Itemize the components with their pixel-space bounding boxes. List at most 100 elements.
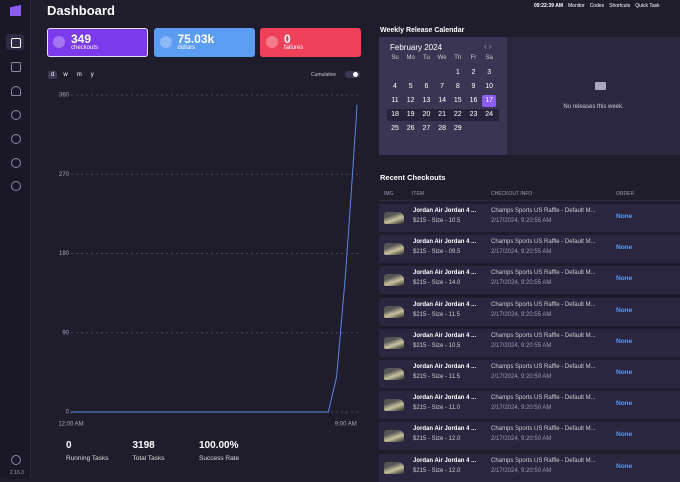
checkout-site: Champs Sports US Raffle - Default M... bbox=[491, 208, 596, 214]
page-title: Dashboard bbox=[47, 3, 115, 18]
calendar-day[interactable]: 1 bbox=[455, 69, 460, 76]
calendar-day[interactable]: 11 bbox=[391, 97, 399, 104]
nav-tasks[interactable] bbox=[11, 62, 21, 72]
calendar-day[interactable]: 5 bbox=[408, 83, 413, 90]
logo bbox=[10, 5, 21, 16]
help[interactable] bbox=[11, 455, 21, 465]
calendar: February 2024 ‹ › Su Mo Tu We Th Fr Sa 1 2 3 4 5 6 7 8… bbox=[379, 37, 507, 155]
calendar-day[interactable]: 15 bbox=[453, 97, 462, 104]
checkout-row[interactable] bbox=[379, 391, 680, 420]
top-link[interactable]: Quick Task bbox=[635, 3, 660, 9]
top-link[interactable]: Shortcuts bbox=[609, 3, 631, 9]
calendar-day[interactable]: 26 bbox=[406, 125, 415, 132]
summary-value: 3198 bbox=[132, 440, 155, 451]
stat-label: dollars bbox=[177, 45, 196, 51]
item-name: Jordan Air Jordan 4 ... bbox=[413, 239, 477, 246]
calendar-day[interactable]: 29 bbox=[453, 125, 462, 132]
nav-alerts[interactable] bbox=[11, 86, 21, 96]
top-link[interactable]: Codes bbox=[589, 3, 605, 9]
stat-card: 349 checkouts bbox=[47, 28, 148, 57]
nav-proxies[interactable] bbox=[11, 134, 21, 144]
calendar-day[interactable]: 19 bbox=[406, 111, 415, 118]
item-price: $215 - Size - 10.5 bbox=[413, 342, 461, 349]
calendar-day[interactable]: 25 bbox=[391, 125, 399, 132]
item-name: Jordan Air Jordan 4 ... bbox=[413, 270, 477, 277]
checkout-site: Champs Sports US Raffle - Default M... bbox=[491, 239, 596, 246]
item-name: Jordan Air Jordan 4 ... bbox=[413, 208, 477, 214]
nav-accounts[interactable] bbox=[11, 158, 21, 168]
calendar-nav[interactable]: ‹ › bbox=[484, 42, 492, 51]
x-tick-label: 9:00 AM bbox=[335, 422, 357, 428]
calendar-day[interactable]: 28 bbox=[438, 125, 446, 132]
line bbox=[71, 104, 358, 413]
checkout-time: 2/17/2024, 9:20:50 AM bbox=[491, 436, 552, 443]
stat-value: 75.03k bbox=[177, 32, 215, 46]
y-tick-label: 90 bbox=[62, 330, 69, 336]
stat-icon bbox=[53, 36, 65, 48]
checkout-row[interactable] bbox=[379, 204, 680, 232]
calendar-day[interactable]: 8 bbox=[455, 83, 460, 90]
calendar-day[interactable]: 17 bbox=[482, 95, 497, 107]
calendar-day[interactable]: 14 bbox=[438, 97, 446, 104]
stat-value: 0 bbox=[284, 32, 291, 46]
checkout-row[interactable] bbox=[379, 328, 680, 357]
range-tab[interactable]: d bbox=[48, 71, 58, 79]
cumulative-toggle[interactable] bbox=[345, 71, 360, 78]
calendar-day[interactable]: 24 bbox=[485, 111, 494, 118]
checkout-row[interactable] bbox=[379, 266, 680, 295]
item-price: $215 - Size - 11.5 bbox=[413, 374, 460, 380]
stat-value: 349 bbox=[71, 32, 92, 46]
y-tick-label: 360 bbox=[59, 93, 70, 99]
calendar-day[interactable]: 2 bbox=[471, 69, 476, 76]
range-tab[interactable]: w bbox=[63, 72, 68, 78]
shoe-image bbox=[384, 212, 404, 224]
checkout-row[interactable] bbox=[379, 422, 680, 451]
order-status: None bbox=[616, 244, 633, 252]
shoe-image bbox=[384, 274, 404, 287]
checkout-row[interactable] bbox=[379, 235, 680, 264]
calendar-month: February 2024 bbox=[390, 43, 443, 52]
order-status: None bbox=[616, 275, 633, 283]
item-price: $215 - Size - 12.0 bbox=[413, 436, 461, 443]
checkout-row[interactable] bbox=[379, 360, 680, 388]
range-tab[interactable]: m bbox=[76, 72, 82, 78]
summary-label: Success Rate bbox=[199, 455, 240, 462]
order-status: None bbox=[616, 213, 633, 220]
checkout-time: 2/17/2024, 9:20:50 AM bbox=[491, 374, 552, 380]
nav-settings[interactable] bbox=[11, 181, 21, 191]
calendar-day[interactable]: 23 bbox=[469, 111, 478, 118]
calendar-day[interactable]: 12 bbox=[406, 97, 415, 104]
calendar-day[interactable]: 4 bbox=[393, 83, 397, 90]
nav-profiles[interactable] bbox=[11, 110, 21, 120]
calendar-day[interactable]: 20 bbox=[422, 111, 431, 118]
calendar-day[interactable]: 21 bbox=[438, 111, 446, 118]
checkout-time: 2/17/2024, 9:20:50 AM bbox=[491, 405, 552, 412]
calendar-day[interactable]: 18 bbox=[391, 111, 399, 118]
calendar-day[interactable]: 3 bbox=[487, 69, 492, 76]
calendar-day[interactable]: 16 bbox=[469, 97, 478, 104]
checkout-row[interactable] bbox=[379, 453, 680, 482]
item-name: Jordan Air Jordan 4 ... bbox=[413, 395, 477, 402]
y-tick-label: 0 bbox=[66, 410, 70, 416]
calendar-day[interactable]: 7 bbox=[440, 83, 445, 90]
calendar-day[interactable]: 27 bbox=[422, 125, 431, 132]
clock: 09:22:39 AM bbox=[534, 3, 563, 9]
checkout-time: 2/17/2024, 9:20:50 AM bbox=[491, 467, 552, 474]
calendar-day[interactable]: 6 bbox=[424, 83, 429, 90]
top-link[interactable]: Monitor bbox=[568, 3, 585, 9]
calendar-day[interactable]: 22 bbox=[453, 111, 462, 118]
checkout-site: Champs Sports US Raffle - Default M... bbox=[491, 426, 596, 433]
summary-label: Running Tasks bbox=[66, 455, 109, 462]
range-tab[interactable]: y bbox=[90, 72, 94, 78]
item-name: Jordan Air Jordan 4 ... bbox=[413, 301, 477, 308]
shoe-image bbox=[384, 243, 404, 256]
stat-label: failures bbox=[284, 45, 304, 51]
item-name: Jordan Air Jordan 4 ... bbox=[413, 457, 477, 464]
checkout-row[interactable] bbox=[379, 297, 680, 326]
calendar-day[interactable]: 13 bbox=[422, 97, 431, 104]
shoe-image bbox=[384, 305, 404, 318]
calendar-day[interactable]: 9 bbox=[471, 83, 476, 90]
calendar-day[interactable]: 10 bbox=[485, 83, 494, 90]
checkout-site: Champs Sports US Raffle - Default M... bbox=[491, 457, 596, 464]
